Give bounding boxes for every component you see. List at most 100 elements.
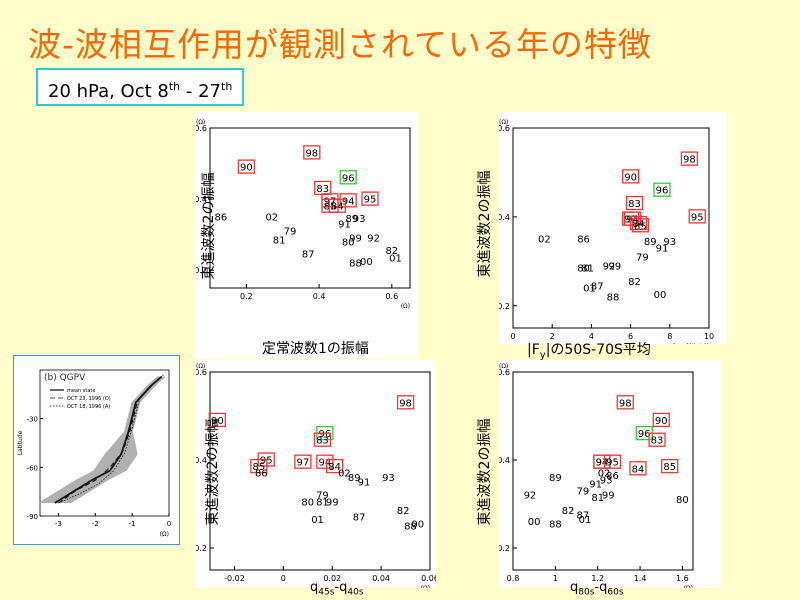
- xlabel-br-sub2: 60s: [607, 587, 624, 598]
- data-point-label: 81: [273, 236, 286, 247]
- point-box-red: [648, 432, 666, 447]
- data-point-label: 81: [581, 264, 594, 275]
- inset-series-line: [58, 376, 162, 504]
- data-point-label: 86: [215, 212, 228, 223]
- inset-x-tick-label: -1: [129, 520, 136, 528]
- data-point-label: 00: [411, 519, 424, 530]
- inset-x-unit: (Ω): [160, 531, 169, 538]
- point-box-red: [661, 458, 679, 474]
- point-box-red: [603, 454, 622, 469]
- data-point-label: 88: [404, 522, 417, 533]
- y-tick-label: 0.4: [196, 195, 207, 204]
- data-point-label: 91: [358, 478, 371, 489]
- x-unit-label: ×1e+6(Kg/s²): [668, 343, 709, 344]
- point-box-red: [313, 432, 332, 447]
- ylabel-top-right: 東進波数2の振幅: [477, 170, 493, 278]
- subtitle-box: 20 hPa, Oct 8th - 27th: [36, 68, 245, 106]
- data-point-label: 95: [364, 195, 377, 206]
- data-point-label: 87: [591, 281, 604, 292]
- data-point-label: 82: [628, 277, 641, 288]
- data-point-label: 97: [297, 458, 310, 469]
- x-unit-label: (Ω): [401, 303, 410, 310]
- y-tick-label: 0.6: [499, 368, 510, 377]
- data-point-label: 84: [632, 219, 645, 230]
- y-tick-label: 0.4: [499, 456, 510, 465]
- xlabel-top-left: 定常波数1の振幅: [262, 341, 369, 357]
- scatter-chart-bottom-right: 0.811.21.41.60.20.40.6(Ω)(Ω)989096839497…: [499, 363, 694, 588]
- data-point-label: 90: [655, 416, 668, 427]
- data-point-label: 93: [663, 237, 676, 248]
- point-box-red: [361, 191, 379, 206]
- point-box-red: [616, 395, 634, 410]
- data-point-label: 98: [619, 398, 632, 409]
- point-box-red: [629, 215, 648, 231]
- data-point-label: 79: [316, 491, 329, 502]
- xlabel-top-right-sub: y: [539, 349, 546, 361]
- point-box-red: [625, 195, 644, 211]
- point-box-red: [621, 169, 640, 184]
- xlabel-bl-q1: q: [310, 580, 319, 595]
- data-point-label: 80: [676, 495, 689, 506]
- data-point-label: 00: [654, 290, 667, 301]
- inset-title: (b) QGPV: [44, 373, 86, 383]
- data-point-label: 99: [326, 497, 339, 508]
- plot-frame: [512, 127, 710, 329]
- data-point-label: 94: [319, 458, 332, 469]
- x-tick-label: 8: [667, 332, 672, 341]
- point-box-red: [316, 454, 334, 469]
- data-point-label: 97: [324, 196, 337, 207]
- ylabel-bottom-right: 東進波数2の振幅: [477, 418, 493, 526]
- data-point-label: 88: [549, 519, 562, 530]
- xlabel-bl-sub2: 40s: [347, 587, 364, 598]
- inset-legend-label: OCT 18, 1996 (A): [67, 404, 110, 410]
- data-point-label: 84: [632, 464, 645, 475]
- x-tick-label: 6: [628, 332, 633, 341]
- y-tick-label: 0.2: [196, 266, 207, 275]
- data-point-label: 92: [524, 491, 537, 502]
- data-point-label: 02: [338, 469, 351, 480]
- data-point-label: 99: [602, 491, 615, 502]
- panel-top-left: 0.2 0.4 0.6 0.2 0.4 0.6 (Ω) (Ω) 90 98 96 83 95 97 94 85…: [196, 112, 418, 358]
- x-tick-label: 1.4: [634, 574, 647, 583]
- data-point-label: 85: [634, 221, 647, 232]
- data-point-label: 89: [348, 473, 361, 484]
- data-point-label: 89: [345, 214, 358, 225]
- data-point-label: 79: [636, 252, 649, 263]
- x-tick-label: 0.6: [385, 292, 398, 301]
- y-tick-label: 0.2: [499, 544, 510, 553]
- data-point-label: 82: [385, 246, 398, 257]
- page-title: 波-波相互作用が観測されている年の特徴: [28, 25, 652, 64]
- point-box-red: [396, 395, 415, 410]
- inset-y-tick-label: -60: [27, 464, 38, 472]
- panel-top-right: 02468100.20.40.6(Ω)×1e+6(Kg/s²)989096839…: [499, 112, 727, 344]
- data-point-label: 96: [656, 186, 669, 197]
- inset-ylabel: Latitude: [17, 430, 24, 455]
- y-unit-label: (Ω): [499, 363, 508, 370]
- data-point-label: 87: [577, 511, 590, 522]
- data-point-label: 96: [638, 429, 651, 440]
- data-point-label: 99: [349, 234, 362, 245]
- data-point-label: 85: [253, 462, 266, 473]
- data-point-label: 91: [589, 480, 602, 491]
- y-tick-label: 0.4: [499, 213, 510, 222]
- x-tick-label: 0.4: [313, 292, 326, 301]
- data-point-label: 85: [324, 202, 337, 213]
- subtitle-dash: - 27: [180, 81, 221, 102]
- ylabel-bottom-left: 東進波数2の振幅: [205, 418, 221, 526]
- xlabel-bottom-right: q80s-q60s: [570, 580, 624, 598]
- data-point-label: 90: [211, 416, 224, 427]
- x-tick-label: 0: [510, 332, 515, 341]
- data-point-label: 02: [265, 212, 278, 223]
- data-point-label: 96: [319, 429, 332, 440]
- data-point-label: 82: [562, 506, 575, 517]
- data-point-label: 98: [305, 148, 318, 159]
- data-point-label: 90: [240, 163, 253, 174]
- x-tick-label: 1.2: [591, 574, 604, 583]
- qgpv-line-chart: (b) QGPV -3 -2 -1 0 -30 -60 -90 Latitude (Ω) mean …: [17, 369, 171, 538]
- x-tick-label: 0: [281, 574, 286, 583]
- y-unit-label: (Ω): [196, 119, 205, 126]
- point-box-red: [326, 458, 344, 474]
- x-tick-label: 0.8: [507, 574, 520, 583]
- x-tick-label: 1.6: [676, 574, 689, 583]
